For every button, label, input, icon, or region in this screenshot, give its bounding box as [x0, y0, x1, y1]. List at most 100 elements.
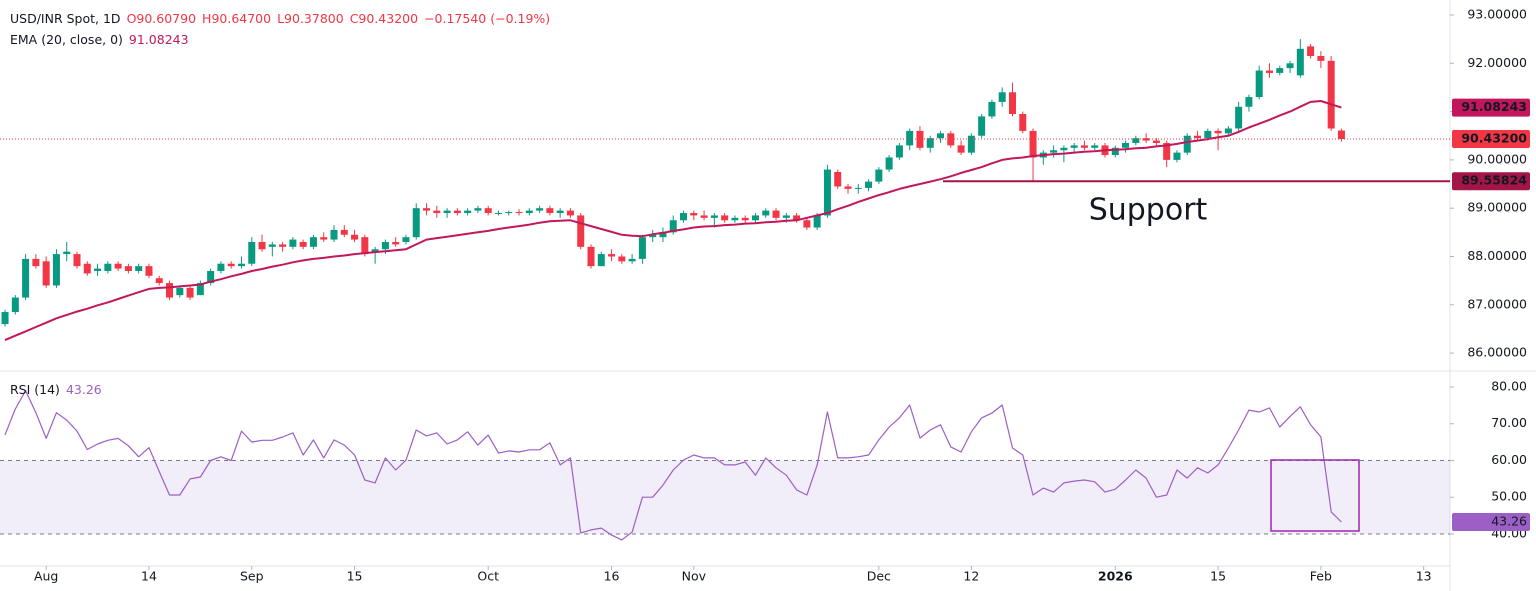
candle-body [1245, 97, 1253, 107]
candle-body [1008, 92, 1016, 114]
candle-body [1163, 142, 1171, 160]
candle-body [803, 220, 811, 228]
y-tick-label: 86.00000 [1467, 345, 1527, 360]
candle-body [381, 241, 389, 250]
candle-body [237, 263, 245, 267]
candle-body [1152, 140, 1160, 143]
candle-body [1183, 135, 1191, 153]
series-line [4, 100, 1342, 342]
plot-area [0, 39, 1450, 541]
candle-body [906, 130, 914, 146]
candle-body [268, 244, 276, 247]
candle-body [762, 210, 770, 216]
candle-body [597, 254, 605, 267]
candle-body [258, 241, 266, 250]
candle-body [546, 208, 554, 214]
x-tick-label: 14 [141, 569, 157, 584]
candle-body [320, 237, 328, 240]
candle-body [793, 215, 801, 221]
candle-body [577, 215, 585, 247]
candle-body [412, 208, 420, 238]
candle-body [1091, 145, 1099, 148]
candle-body [1060, 147, 1068, 151]
ema-price-tag: 91.08243 [1461, 99, 1527, 114]
candle-body [844, 186, 852, 189]
y-tick-label: 50.00 [1491, 489, 1527, 504]
rsi-price-tag-bg [1452, 513, 1530, 532]
price-legend: USD/INR Spot, 1D O90.60790 H90.64700 L90.37… [10, 11, 550, 26]
candle-body [1317, 56, 1325, 61]
candle-body [1194, 135, 1202, 139]
ema-value: 91.08243 [129, 32, 189, 47]
x-tick-label: Sep [240, 569, 264, 584]
candle-body [731, 217, 739, 221]
rsi-value: 43.26 [66, 382, 102, 397]
candle-body [135, 266, 143, 271]
x-tick-label: Nov [682, 569, 707, 584]
candle-body [1080, 145, 1088, 148]
candle-body [217, 263, 225, 271]
candle-body [649, 234, 657, 238]
candle-body [813, 215, 821, 228]
candle-body [42, 261, 50, 286]
y-tick-label: 89.00000 [1467, 200, 1527, 215]
candle-body [484, 208, 492, 214]
candle-body [525, 210, 533, 214]
candle-body [1255, 70, 1263, 98]
candle-body [700, 215, 708, 218]
candle-body [196, 283, 204, 296]
candle-body [340, 229, 348, 235]
ema-price-tag-bg [1452, 98, 1530, 117]
candle-body [988, 101, 996, 117]
candle-body [1019, 113, 1027, 131]
candle-body [1296, 48, 1304, 76]
y-tick-label: 87.00000 [1467, 296, 1527, 311]
y-tick-label: 60.00 [1491, 452, 1527, 467]
support-price-tag: 89.55824 [1461, 173, 1527, 188]
candle-body [608, 254, 616, 257]
candle-body [967, 135, 975, 153]
candle-body [433, 210, 441, 214]
candle-body [176, 287, 184, 296]
high-label: H90.64700 [202, 11, 271, 26]
y-tick-label: 92.00000 [1467, 55, 1527, 70]
highlight-box [1270, 459, 1360, 532]
candle-body [957, 145, 965, 153]
x-tick-label: Dec [867, 569, 891, 584]
candle-body [710, 215, 718, 218]
series-line [4, 390, 1342, 541]
candle-body [1132, 138, 1140, 143]
candle-body [166, 283, 174, 298]
candle-body [474, 208, 482, 211]
x-tick-label: Aug [34, 569, 58, 584]
candle-body [926, 138, 934, 148]
candle-body [1327, 60, 1335, 129]
candle-body [885, 157, 893, 170]
ema-name: EMA (20, close, 0) [10, 32, 123, 47]
open-label: O90.60790 [127, 11, 197, 26]
candle-body [186, 287, 194, 298]
candle-body [423, 208, 431, 211]
candle-body [618, 256, 626, 262]
candle-body [11, 297, 19, 313]
candle-body [1070, 145, 1078, 148]
candle-body [1214, 130, 1222, 134]
candle-body [1307, 46, 1315, 57]
candle-body [628, 258, 636, 262]
candle-body [669, 220, 677, 233]
candle-body [875, 169, 883, 182]
candle-body [104, 263, 112, 271]
support-label: Support [1089, 193, 1208, 228]
symbol-title: USD/INR Spot, 1D [10, 11, 121, 26]
rsi-name: RSI (14) [10, 382, 60, 397]
candle-body [566, 210, 574, 216]
candle-body [330, 229, 338, 240]
ema-legend: EMA (20, close, 0) 91.08243 [10, 32, 189, 47]
candle-body [371, 249, 379, 252]
candle-body [587, 246, 595, 267]
candle-body [721, 215, 729, 221]
x-tick-label: 2026 [1098, 569, 1133, 584]
candle-body [834, 171, 842, 187]
candle-body [1111, 147, 1119, 156]
